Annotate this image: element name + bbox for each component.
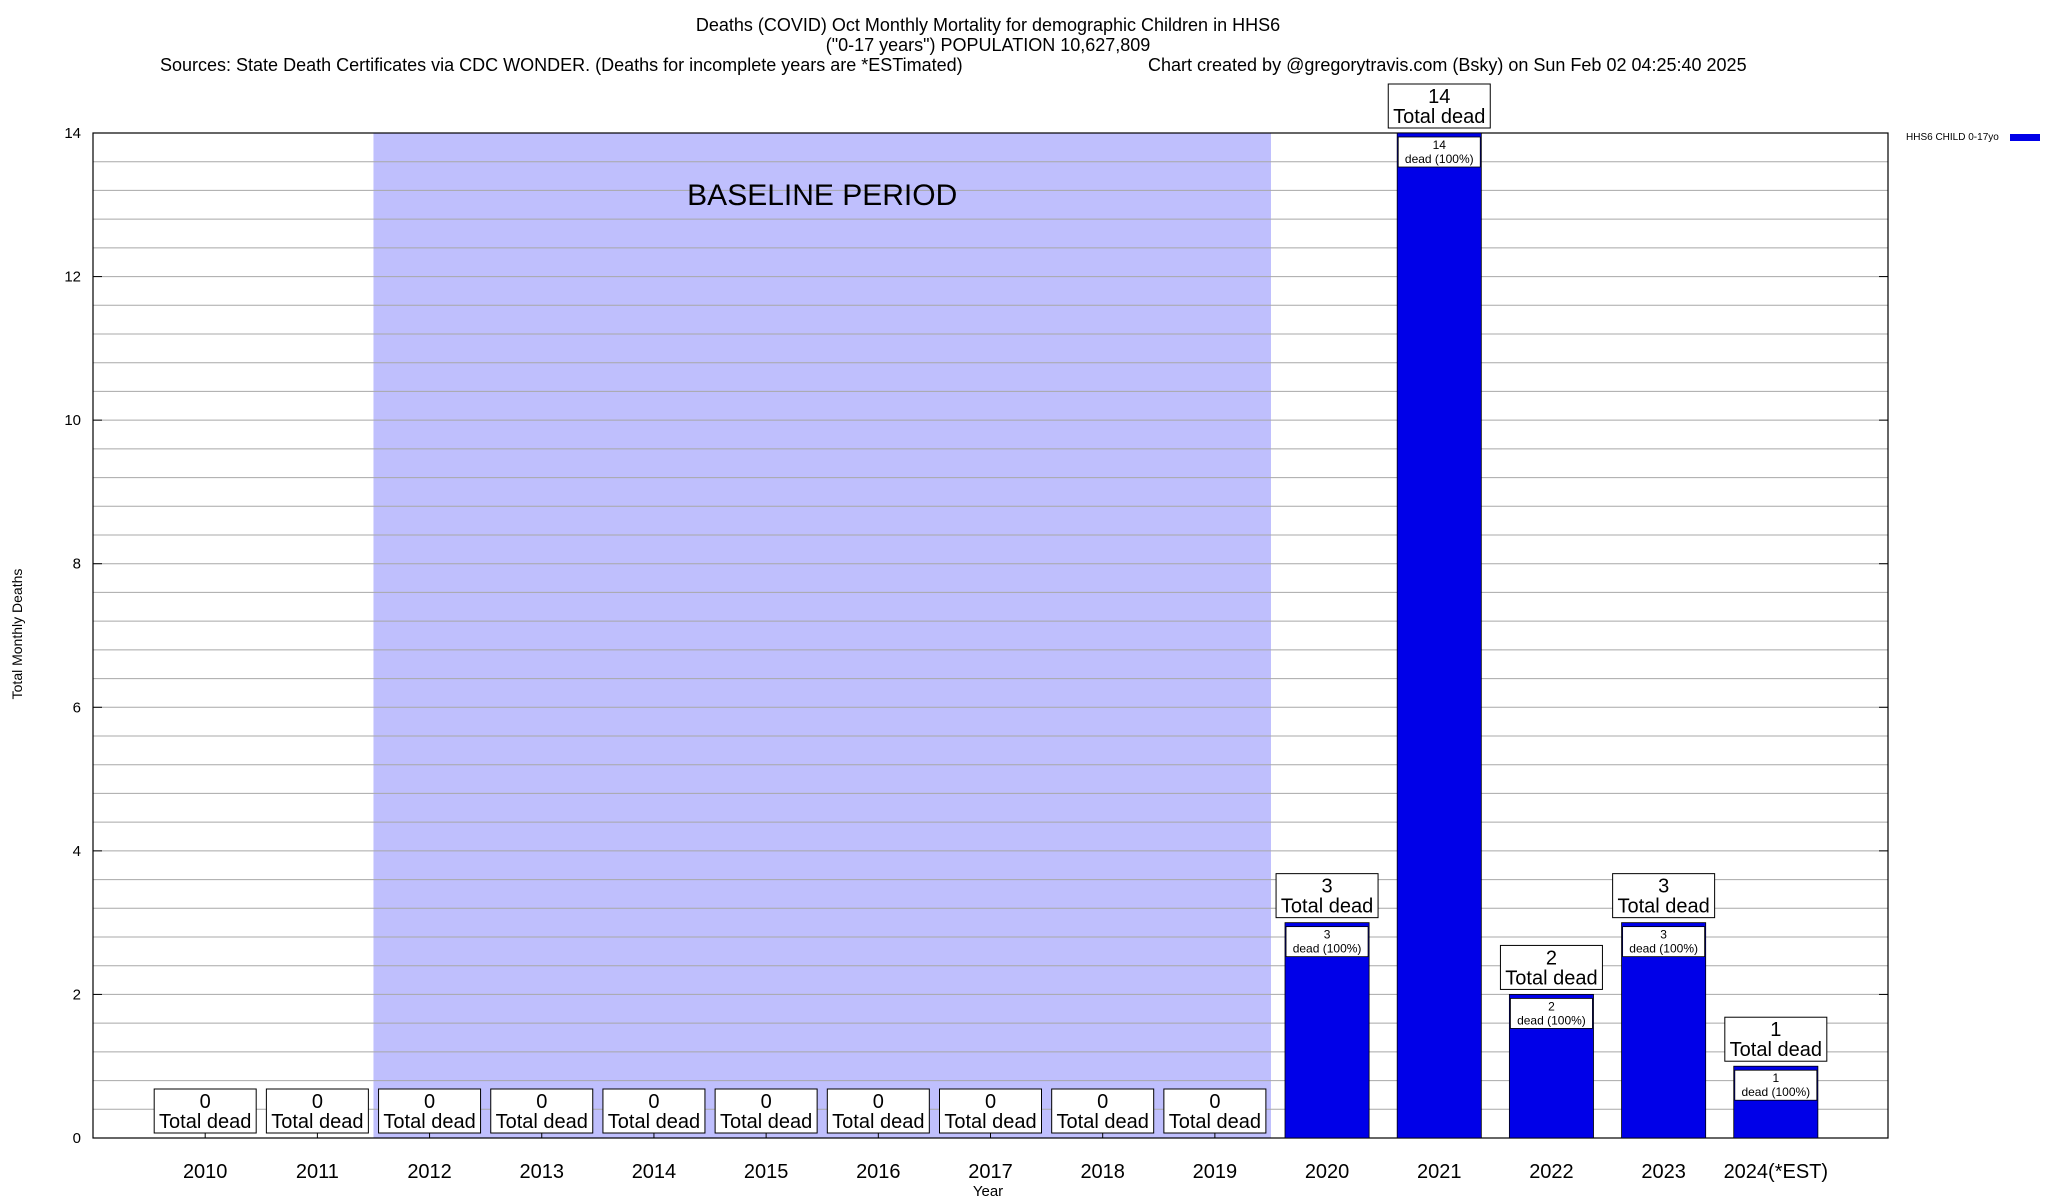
total-label-text: Total dead — [1617, 896, 1709, 918]
total-label-count: 0 — [1097, 1091, 1108, 1113]
total-label-count: 0 — [985, 1091, 996, 1113]
x-axis-label: Year — [973, 1183, 1003, 1200]
total-label-count: 3 — [1658, 876, 1669, 898]
chart-credit: Chart created by @gregorytravis.com (Bsk… — [1148, 55, 1747, 75]
total-label-text: Total dead — [720, 1111, 812, 1133]
x-tick-label: 2022 — [1529, 1161, 1574, 1183]
total-label-count: 2 — [1546, 947, 1557, 969]
total-label-text: Total dead — [1169, 1111, 1261, 1133]
y-tick-label: 12 — [64, 269, 81, 286]
total-label-count: 0 — [424, 1091, 435, 1113]
bar-inner-label-box — [1510, 998, 1593, 1029]
x-tick-label: 2021 — [1417, 1161, 1462, 1183]
total-label-count: 0 — [200, 1091, 211, 1113]
x-tick-label: 2010 — [183, 1161, 228, 1183]
total-label-box — [1499, 944, 1603, 990]
bar-inner-label-percent: dead (100%) — [1293, 942, 1362, 956]
bar-inner-label-count: 3 — [1660, 928, 1667, 942]
x-tick-label: 2014 — [632, 1161, 677, 1183]
total-label-text: Total dead — [271, 1111, 363, 1133]
y-tick-label: 4 — [73, 843, 81, 860]
bar — [1396, 132, 1482, 1139]
total-label-text: Total dead — [1730, 1039, 1822, 1061]
total-label-box — [1275, 873, 1379, 919]
total-label-box — [1051, 1088, 1155, 1134]
y-tick-label: 10 — [64, 412, 81, 429]
x-tick-label: 2024(*EST) — [1724, 1161, 1829, 1183]
bar-inner-label-box — [1397, 136, 1481, 168]
total-label-text: Total dead — [944, 1111, 1036, 1133]
total-label-count: 3 — [1322, 876, 1333, 898]
bar — [1284, 922, 1370, 1139]
total-label-count: 0 — [536, 1091, 547, 1113]
total-label-box — [714, 1088, 818, 1134]
baseline-label: BASELINE PERIOD — [687, 179, 957, 212]
total-label-box — [265, 1088, 369, 1134]
total-label-count: 0 — [873, 1091, 884, 1113]
total-label-box — [490, 1088, 594, 1134]
x-tick-label: 2015 — [744, 1161, 789, 1183]
total-label-count: 0 — [648, 1091, 659, 1113]
total-label-text: Total dead — [159, 1111, 251, 1133]
y-tick-label: 0 — [73, 1130, 81, 1147]
total-label-box — [1163, 1088, 1267, 1134]
x-tick-label: 2018 — [1080, 1161, 1125, 1183]
bar-inner-label-percent: dead (100%) — [1405, 152, 1474, 166]
bar-inner-label-count: 1 — [1772, 1071, 1779, 1085]
chart-title: Deaths (COVID) Oct Monthly Mortality for… — [696, 15, 1280, 35]
bar-inner-label-box — [1734, 1069, 1818, 1101]
total-label-text: Total dead — [496, 1111, 588, 1133]
y-tick-label: 14 — [64, 125, 81, 142]
total-label-box — [1612, 873, 1716, 919]
chart-subtitle: ("0-17 years") POPULATION 10,627,809 — [826, 35, 1151, 55]
total-label-box — [378, 1088, 482, 1134]
total-label-text: Total dead — [1505, 967, 1597, 989]
bar-inner-label-box — [1285, 926, 1369, 958]
bar-inner-label-percent: dead (100%) — [1741, 1085, 1810, 1099]
chart-sources: Sources: State Death Certificates via CD… — [160, 55, 963, 75]
total-label-text: Total dead — [1281, 896, 1373, 918]
total-label-count: 0 — [1209, 1091, 1220, 1113]
bar-inner-label-count: 2 — [1548, 999, 1555, 1013]
total-label-box — [939, 1088, 1042, 1134]
total-label-text: Total dead — [608, 1111, 700, 1133]
total-label-box — [602, 1088, 706, 1134]
x-tick-label: 2023 — [1641, 1161, 1686, 1183]
y-axis-label: Total Monthly Deaths — [9, 569, 25, 700]
x-tick-label: 2016 — [856, 1161, 901, 1183]
baseline-region — [373, 133, 1271, 1138]
x-tick-label: 2013 — [520, 1161, 565, 1183]
y-tick-label: 2 — [73, 986, 81, 1003]
bar-inner-label-count: 3 — [1324, 928, 1331, 942]
total-label-box — [153, 1088, 257, 1134]
total-label-text: Total dead — [832, 1111, 924, 1133]
total-label-count: 14 — [1428, 86, 1450, 108]
total-label-box — [1724, 1016, 1828, 1062]
total-label-count: 0 — [312, 1091, 323, 1113]
x-tick-label: 2017 — [968, 1161, 1013, 1183]
legend-label: HHS6 CHILD 0-17yo — [1906, 132, 1999, 143]
x-tick-label: 2012 — [407, 1161, 452, 1183]
y-tick-label: 6 — [73, 699, 81, 716]
legend-swatch — [2010, 134, 2040, 141]
total-label-text: Total dead — [1393, 106, 1485, 128]
x-tick-label: 2019 — [1193, 1161, 1238, 1183]
bar-inner-label-count: 14 — [1433, 138, 1447, 152]
total-label-count: 0 — [761, 1091, 772, 1113]
x-tick-label: 2011 — [296, 1161, 339, 1183]
total-label-text: Total dead — [383, 1111, 475, 1133]
bar — [1621, 922, 1707, 1139]
total-label-box — [1387, 83, 1491, 129]
y-tick-label: 8 — [73, 556, 81, 573]
x-tick-label: 2020 — [1305, 1161, 1350, 1183]
bar-inner-label-percent: dead (100%) — [1517, 1013, 1586, 1027]
total-label-text: Total dead — [1057, 1111, 1149, 1133]
bar-inner-label-box — [1622, 926, 1706, 958]
total-label-count: 1 — [1770, 1019, 1781, 1041]
legend: HHS6 CHILD 0-17yo — [1906, 132, 2040, 143]
total-label-box — [826, 1088, 930, 1134]
bar-inner-label-percent: dead (100%) — [1629, 942, 1698, 956]
